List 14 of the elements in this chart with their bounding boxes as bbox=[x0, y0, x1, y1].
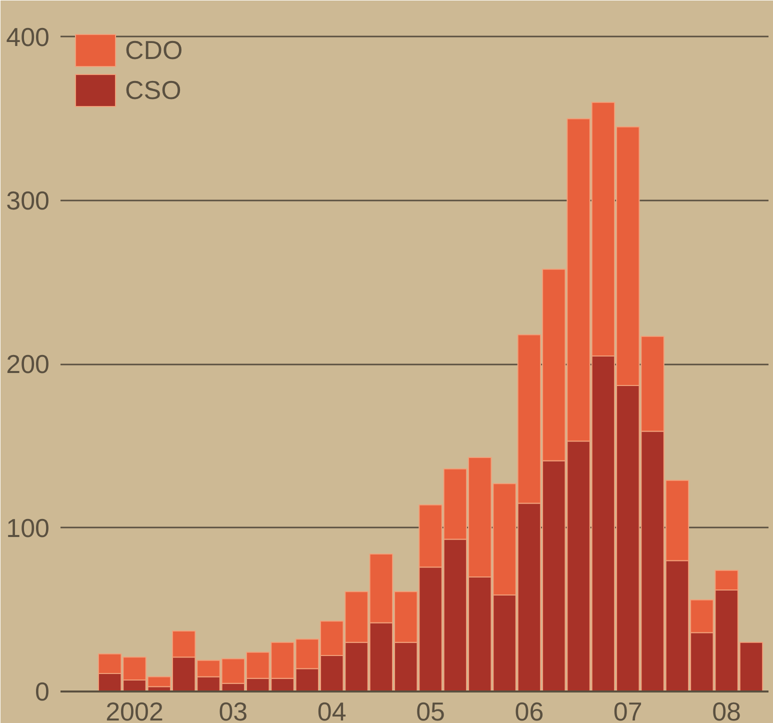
legend-label: CDO bbox=[125, 34, 183, 66]
x-tick-label: 06 bbox=[514, 696, 544, 723]
x-tick-label: 2002 bbox=[106, 696, 164, 723]
y-tick-label: 300 bbox=[6, 186, 50, 216]
y-tick-label: 200 bbox=[6, 349, 50, 380]
x-tick-label: 08 bbox=[712, 696, 742, 723]
x-tick-label: 07 bbox=[613, 696, 642, 723]
x-tick-label: 03 bbox=[218, 696, 248, 723]
x-tick-label: 05 bbox=[416, 696, 445, 723]
y-tick-label: 400 bbox=[6, 22, 50, 52]
legend-label: CSO bbox=[125, 74, 182, 106]
y-tick-label: 0 bbox=[35, 676, 50, 706]
x-tick-label: 04 bbox=[317, 696, 346, 723]
y-tick-label: 100 bbox=[6, 512, 50, 543]
